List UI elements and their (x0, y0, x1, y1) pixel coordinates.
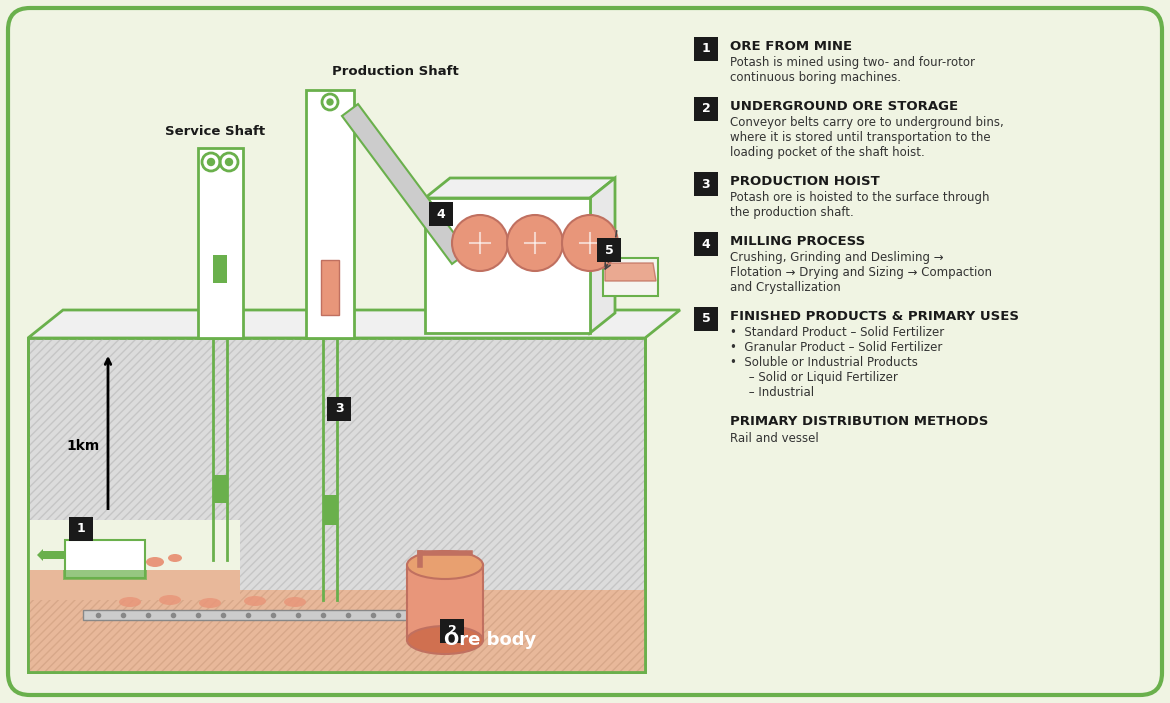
Text: PRODUCTION HOIST: PRODUCTION HOIST (730, 175, 880, 188)
Text: Service Shaft: Service Shaft (165, 125, 266, 138)
Circle shape (452, 215, 508, 271)
Polygon shape (425, 178, 615, 198)
Text: Crushing, Grinding and Desliming →: Crushing, Grinding and Desliming → (730, 251, 944, 264)
Ellipse shape (407, 626, 483, 654)
Ellipse shape (119, 597, 142, 607)
Circle shape (326, 99, 333, 105)
Bar (425, 198, 590, 333)
Polygon shape (590, 178, 615, 333)
Bar (28, 590, 645, 672)
Text: Conveyor belts carry ore to underground bins,: Conveyor belts carry ore to underground … (730, 116, 1004, 129)
Bar (83, 610, 445, 620)
Bar (63, 570, 147, 580)
Text: 2: 2 (448, 624, 456, 638)
Ellipse shape (146, 557, 164, 567)
FancyBboxPatch shape (597, 238, 621, 262)
Text: 5: 5 (702, 313, 710, 325)
Text: 1: 1 (702, 42, 710, 56)
FancyBboxPatch shape (694, 307, 718, 331)
Text: continuous boring machines.: continuous boring machines. (730, 71, 901, 84)
FancyBboxPatch shape (694, 97, 718, 121)
Text: PRIMARY DISTRIBUTION METHODS: PRIMARY DISTRIBUTION METHODS (730, 415, 989, 428)
Polygon shape (28, 310, 680, 338)
Bar (307, 90, 355, 338)
Text: and Crystallization: and Crystallization (730, 281, 841, 294)
Text: the production shaft.: the production shaft. (730, 206, 854, 219)
Text: where it is stored until transportation to the: where it is stored until transportation … (730, 131, 991, 144)
Text: 2: 2 (702, 103, 710, 115)
Text: Ore body: Ore body (443, 631, 536, 649)
Text: 3: 3 (702, 177, 710, 191)
Text: •  Granular Product – Solid Fertilizer: • Granular Product – Solid Fertilizer (730, 341, 942, 354)
Bar (407, 565, 483, 640)
Ellipse shape (159, 595, 181, 605)
Bar (28, 338, 645, 672)
Text: Potash ore is hoisted to the surface through: Potash ore is hoisted to the surface thr… (730, 191, 990, 204)
Bar (213, 255, 227, 283)
Bar (28, 570, 240, 600)
FancyBboxPatch shape (8, 8, 1162, 695)
Circle shape (562, 215, 618, 271)
Text: •  Soluble or Industrial Products: • Soluble or Industrial Products (730, 356, 918, 369)
Circle shape (507, 215, 563, 271)
Text: Rail and vessel: Rail and vessel (730, 432, 819, 445)
Text: loading pocket of the shaft hoist.: loading pocket of the shaft hoist. (730, 146, 924, 159)
Bar (321, 260, 339, 315)
Circle shape (226, 158, 233, 165)
Text: 1km: 1km (67, 439, 99, 453)
Text: FINISHED PRODUCTS & PRIMARY USES: FINISHED PRODUCTS & PRIMARY USES (730, 310, 1019, 323)
FancyBboxPatch shape (694, 37, 718, 61)
Circle shape (207, 158, 214, 165)
FancyBboxPatch shape (69, 517, 92, 541)
Text: 4: 4 (436, 207, 446, 221)
Ellipse shape (284, 597, 307, 607)
Ellipse shape (245, 596, 266, 606)
Bar (28, 590, 645, 672)
Ellipse shape (168, 554, 183, 562)
Text: •  Standard Product – Solid Fertilizer: • Standard Product – Solid Fertilizer (730, 326, 944, 339)
FancyBboxPatch shape (694, 172, 718, 196)
Ellipse shape (199, 598, 221, 608)
Bar (603, 258, 658, 296)
Bar (323, 495, 337, 525)
Text: Production Shaft: Production Shaft (331, 65, 459, 78)
Polygon shape (28, 520, 240, 600)
Polygon shape (342, 104, 468, 264)
FancyArrow shape (37, 549, 66, 561)
Text: Flotation → Drying and Sizing → Compaction: Flotation → Drying and Sizing → Compacti… (730, 266, 992, 279)
Polygon shape (28, 510, 295, 590)
Text: UNDERGROUND ORE STORAGE: UNDERGROUND ORE STORAGE (730, 100, 958, 113)
Text: – Industrial: – Industrial (730, 386, 814, 399)
Polygon shape (605, 263, 656, 281)
Bar (213, 475, 227, 503)
FancyBboxPatch shape (694, 232, 718, 256)
Text: 1: 1 (76, 522, 85, 536)
Ellipse shape (407, 551, 483, 579)
FancyBboxPatch shape (429, 202, 453, 226)
Text: 5: 5 (605, 243, 613, 257)
Bar (198, 148, 243, 338)
Text: MILLING PROCESS: MILLING PROCESS (730, 235, 866, 248)
FancyBboxPatch shape (326, 397, 351, 421)
Text: – Solid or Liquid Fertilizer: – Solid or Liquid Fertilizer (730, 371, 897, 384)
Text: 4: 4 (702, 238, 710, 250)
FancyBboxPatch shape (440, 619, 464, 643)
Text: ORE FROM MINE: ORE FROM MINE (730, 40, 852, 53)
Bar (66, 540, 145, 578)
Bar (28, 338, 645, 672)
Text: 3: 3 (335, 403, 343, 415)
Text: Potash is mined using two- and four-rotor: Potash is mined using two- and four-roto… (730, 56, 975, 69)
